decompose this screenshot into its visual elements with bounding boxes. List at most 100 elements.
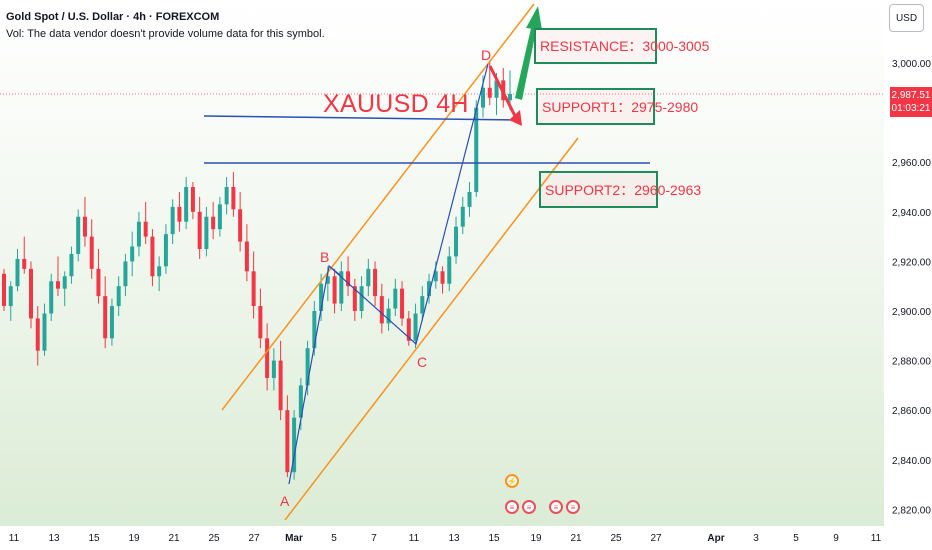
candle-body <box>35 318 40 351</box>
candle-body <box>197 211 202 249</box>
candle-body <box>190 187 195 212</box>
x-tick-label: 25 <box>610 533 622 544</box>
us-flag-event-icon[interactable]: ≡ <box>566 500 580 514</box>
candle-body <box>433 271 438 282</box>
candle-body <box>393 288 398 309</box>
candle-body <box>231 187 236 210</box>
candle-body <box>136 221 141 247</box>
candle-body <box>184 187 189 222</box>
candle-body <box>123 261 128 287</box>
up-arrow-shaft <box>515 24 537 100</box>
candle-body <box>76 216 81 254</box>
chart-annotation-title[interactable]: XAUUSD 4H <box>323 90 469 118</box>
us-flag-event-icon[interactable]: ≡ <box>549 500 563 514</box>
candle-body <box>143 221 148 237</box>
channel-lower-line <box>284 137 579 521</box>
candle-body <box>454 226 459 257</box>
candle-body <box>204 216 209 249</box>
candle-body <box>69 253 74 277</box>
candle-body <box>238 209 243 242</box>
support2-zone-label[interactable]: SUPPORT2：2960-2963 <box>539 171 701 208</box>
last-price-tag: 2,987.51 01:03:21 <box>890 87 932 117</box>
candle-body <box>359 286 364 311</box>
x-tick-label: 3 <box>753 533 759 544</box>
candle-body <box>427 281 432 297</box>
candle-body <box>265 338 270 378</box>
candle-body <box>474 107 479 192</box>
support1-zone-label[interactable]: SUPPORT1：2975-2980 <box>536 88 698 125</box>
candle-body <box>22 258 27 269</box>
candle-body <box>494 80 499 98</box>
y-tick-label: 2,880.00 <box>892 357 931 368</box>
candle-body <box>460 206 465 227</box>
candle-body <box>177 206 182 222</box>
bar-countdown: 01:03:21 <box>891 103 931 114</box>
candle-body <box>420 296 425 314</box>
candle-body <box>285 410 290 473</box>
candle-body <box>62 276 67 289</box>
candle-body <box>298 385 303 418</box>
candle-body <box>2 273 6 307</box>
y-tick-label: 2,920.00 <box>892 257 931 268</box>
wave-label-b: B <box>320 249 330 265</box>
x-tick-label: 11 <box>871 533 882 544</box>
candle-body <box>109 306 114 339</box>
x-tick-label: 13 <box>48 533 60 544</box>
symbol-line[interactable]: Gold Spot / U.S. Dollar · 4h · FOREXCOM <box>6 11 220 23</box>
candle-body <box>346 271 351 287</box>
y-tick-label: 3,000.00 <box>892 59 931 70</box>
x-tick-label: 13 <box>448 533 460 544</box>
x-tick-label: 25 <box>208 533 220 544</box>
candle-body <box>400 288 405 319</box>
candle-body <box>481 87 486 108</box>
support1-level-line <box>203 115 521 121</box>
candle-body <box>319 283 324 311</box>
wave-path <box>288 63 489 485</box>
x-tick-label: 15 <box>488 533 500 544</box>
x-tick-label: Apr <box>707 533 724 544</box>
candle-body <box>251 271 256 307</box>
candle-body <box>487 87 492 98</box>
candle-body <box>28 268 33 319</box>
candle-body <box>312 311 317 349</box>
y-tick-label: 2,840.00 <box>892 456 931 467</box>
x-tick-label: 27 <box>650 533 662 544</box>
wave-label-a: A <box>280 493 290 509</box>
down-arrow-shaft <box>488 65 518 119</box>
us-flag-event-icon[interactable]: ≡ <box>522 500 536 514</box>
channel-upper-line <box>221 3 535 411</box>
price-axis-background <box>884 0 932 550</box>
x-tick-label: 21 <box>168 533 180 544</box>
candle-body <box>271 360 276 378</box>
candle-body <box>150 236 155 277</box>
candle-body <box>440 271 445 284</box>
x-tick-label: 5 <box>793 533 799 544</box>
candle-body <box>82 216 87 237</box>
x-tick-label: 11 <box>9 533 20 544</box>
candle-body <box>447 256 452 284</box>
lightning-event-icon[interactable]: ⚡ <box>505 474 519 488</box>
candle-body <box>332 276 337 304</box>
currency-button[interactable]: USD <box>889 4 924 32</box>
volume-note: Vol: The data vendor doesn't provide vol… <box>6 28 325 40</box>
candle-body <box>467 191 472 207</box>
candle-body <box>224 187 229 205</box>
resistance-zone-label[interactable]: RESISTANCE：3000-3005 <box>534 28 709 64</box>
x-tick-label: 27 <box>248 533 260 544</box>
y-tick-label: 2,900.00 <box>892 307 931 318</box>
us-flag-event-icon[interactable]: ≡ <box>505 500 519 514</box>
candle-body <box>305 348 310 386</box>
candle-body <box>366 268 371 287</box>
candle-body <box>325 276 330 284</box>
candle-body <box>96 268 101 297</box>
candle-body <box>8 286 13 307</box>
candle-body <box>379 296 384 324</box>
candle-body <box>116 286 121 307</box>
candle-body <box>103 296 108 339</box>
x-tick-label: 19 <box>128 533 140 544</box>
candle-body <box>170 206 175 235</box>
x-tick-label: Mar <box>285 533 303 544</box>
x-tick-label: 21 <box>570 533 582 544</box>
